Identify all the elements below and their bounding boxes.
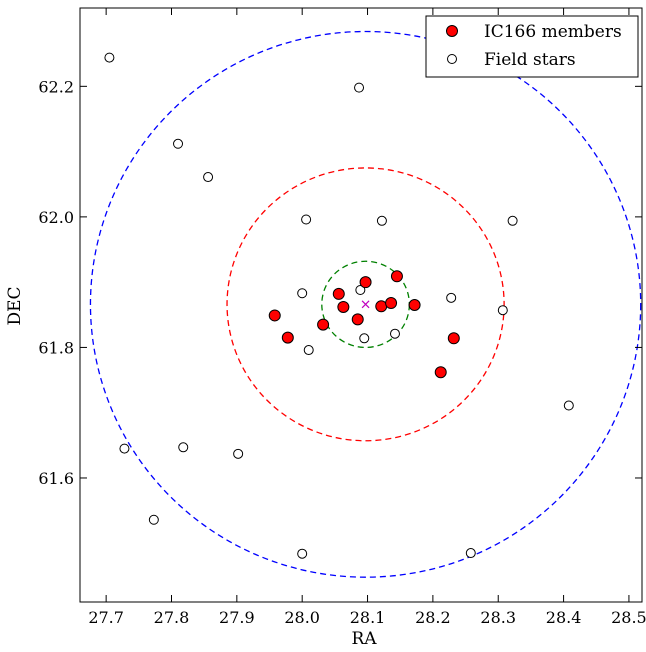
cluster-member-point: [351, 313, 364, 326]
field-star-point: [465, 548, 476, 559]
field-star-point: [301, 214, 312, 225]
field-star-point: [359, 333, 370, 344]
plot-area: [89, 30, 642, 578]
x-tick-label: 28.4: [546, 608, 582, 627]
field-star-point: [389, 328, 400, 339]
axis-ticks: 27.7 27.8 27.9 28.0 28.1 28.2 28.3 28.4 28.5 61.6…: [38, 8, 646, 627]
field-star-point: [233, 448, 244, 459]
outer-region-circle: [89, 30, 642, 578]
y-axis-label: DEC: [5, 286, 25, 325]
cluster-member-point: [281, 331, 294, 344]
field-star-point: [376, 215, 387, 226]
field-star-point: [178, 442, 189, 453]
field-star-point: [203, 172, 214, 183]
field-star-point: [507, 215, 518, 226]
field-star-point: [173, 138, 184, 149]
plot-layer: [89, 30, 642, 578]
cluster-member-point: [447, 332, 460, 345]
legend-marker-members: [446, 25, 458, 37]
cluster-member-point: [390, 270, 403, 283]
y-tick-label: 62.0: [38, 208, 74, 227]
field-star-point: [297, 288, 308, 299]
legend-marker-field: [447, 54, 457, 64]
cluster-member-point: [317, 318, 330, 331]
field-star-point: [104, 52, 115, 63]
cluster-member-point: [359, 276, 372, 289]
x-tick-label: 27.8: [154, 608, 190, 627]
x-tick-label: 28.0: [284, 608, 320, 627]
y-tick-label: 61.6: [38, 469, 74, 488]
field-star-point: [148, 514, 159, 525]
field-star-point: [446, 292, 457, 303]
cluster-member-point: [337, 300, 350, 313]
y-tick-label: 61.8: [38, 338, 74, 357]
legend: IC166 members Field stars: [425, 15, 639, 78]
x-tick-label: 27.7: [88, 608, 124, 627]
field-star-point: [497, 305, 508, 316]
cluster-member-point: [385, 297, 398, 310]
cluster-center-marker: [361, 300, 370, 309]
field-star-point: [297, 548, 308, 559]
plot-frame: [79, 7, 643, 603]
legend-label-field: Field stars: [484, 50, 576, 70]
x-tick-label: 28.3: [480, 608, 516, 627]
field-star-point: [354, 82, 365, 93]
x-axis-label: RA: [351, 629, 377, 649]
field-star-point: [303, 345, 314, 356]
field-star-point: [119, 443, 130, 454]
cluster-member-point: [268, 309, 281, 322]
x-tick-label: 28.2: [415, 608, 451, 627]
y-tick-label: 62.2: [38, 77, 74, 96]
middle-region-circle: [226, 167, 505, 442]
legend-box: [425, 15, 639, 78]
x-tick-label: 27.9: [219, 608, 255, 627]
cluster-member-point: [408, 299, 421, 311]
field-star-point: [563, 400, 574, 411]
field-star-point: [355, 284, 366, 295]
legend-label-members: IC166 members: [484, 22, 622, 42]
cluster-member-point: [434, 366, 447, 379]
x-tick-label: 28.5: [611, 608, 646, 627]
x-tick-label: 28.1: [350, 608, 386, 627]
cluster-member-point: [332, 287, 345, 300]
